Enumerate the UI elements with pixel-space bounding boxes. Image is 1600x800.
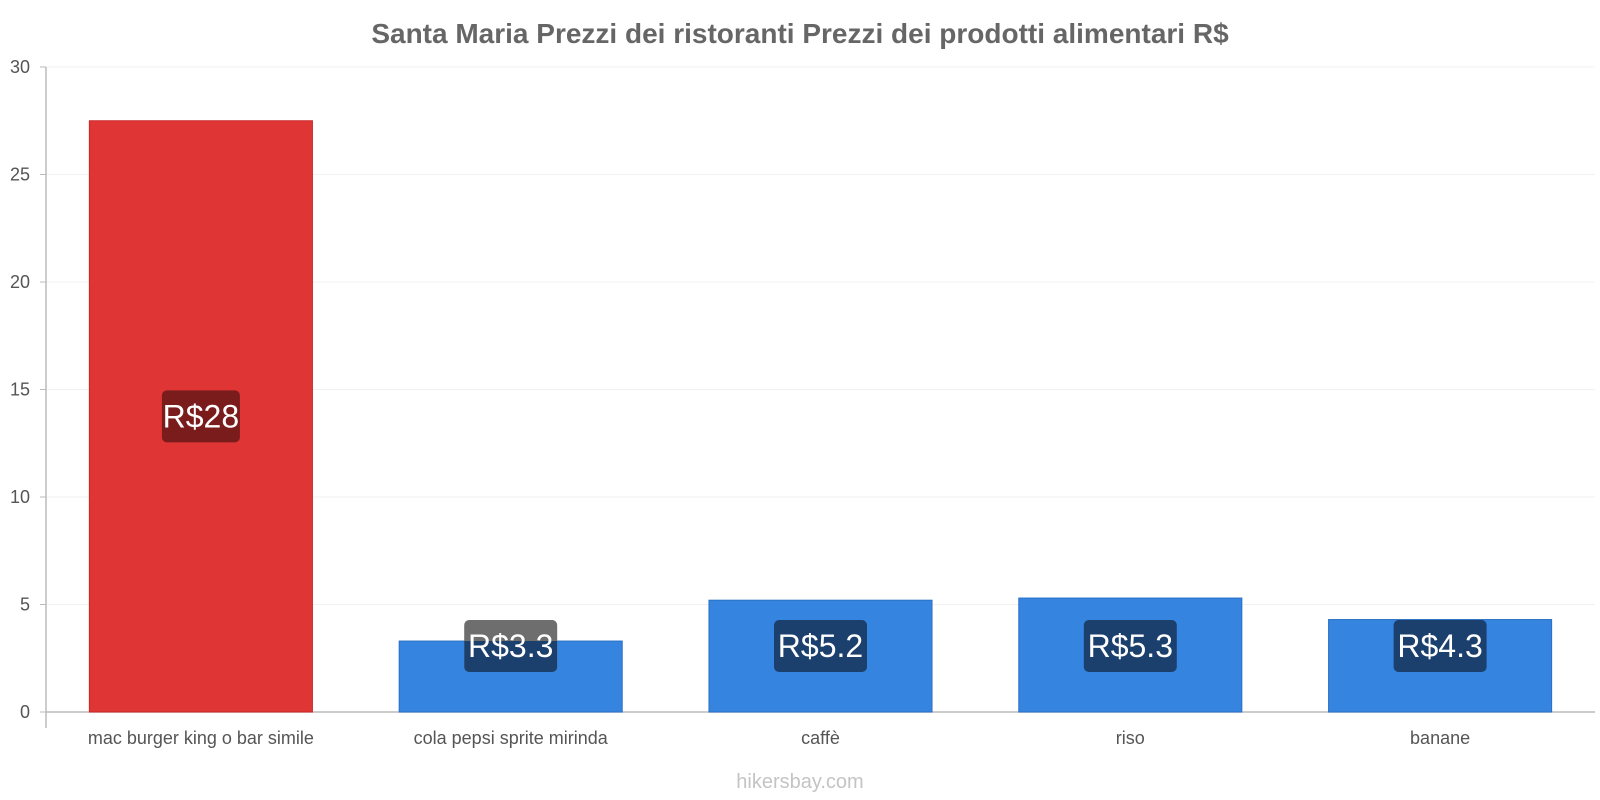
- data-label: R$3.3: [464, 620, 558, 672]
- labels-layer: R$28 R$3.3 R$5.2 R$5.3 R$4.3: [161, 390, 1487, 672]
- chart-title: Santa Maria Prezzi dei ristoranti Prezzi…: [371, 18, 1229, 49]
- x-tick-label: caffè: [801, 728, 840, 748]
- x-tick-label: riso: [1116, 728, 1145, 748]
- data-label-text: R$3.3: [468, 628, 553, 664]
- y-tick-label: 30: [10, 57, 30, 77]
- data-label-bg: [1393, 620, 1487, 672]
- data-label: R$5.3: [1083, 620, 1177, 672]
- data-label-text: R$5.2: [778, 628, 863, 664]
- y-tick-label: 5: [20, 595, 30, 615]
- x-tick-label: mac burger king o bar simile: [88, 728, 314, 748]
- data-label-bg: [161, 390, 240, 443]
- data-label-bg: [1083, 620, 1177, 672]
- y-tick-label: 15: [10, 380, 30, 400]
- data-label-bg: [464, 641, 558, 672]
- data-label-text: R$5.3: [1088, 628, 1173, 664]
- data-label-text: R$28: [163, 398, 240, 434]
- data-label: R$5.2: [774, 620, 867, 672]
- watermark: hikersbay.com: [736, 771, 863, 793]
- y-tick-label: 0: [20, 702, 30, 722]
- y-tick-label: 20: [10, 272, 30, 292]
- x-tick-label: cola pepsi sprite mirinda: [414, 728, 609, 748]
- data-label: R$4.3: [1393, 620, 1487, 672]
- data-label-bg: [774, 620, 867, 672]
- data-label: R$28: [161, 390, 240, 443]
- y-tick-label: 10: [10, 487, 30, 507]
- x-tick-label: banane: [1410, 728, 1470, 748]
- data-label-text: R$4.3: [1397, 628, 1482, 664]
- y-tick-label: 25: [10, 165, 30, 185]
